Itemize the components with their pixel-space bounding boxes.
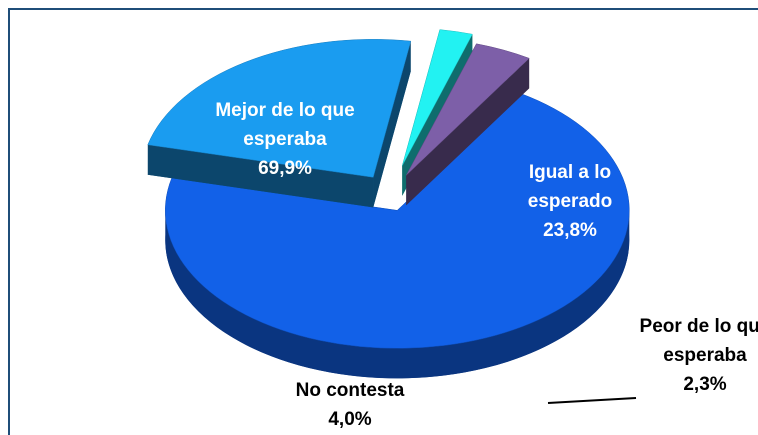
category-label: No contesta <box>295 380 405 401</box>
slice <box>406 43 530 206</box>
category-label: Igual a lo esperado <box>527 162 613 212</box>
slice-label: No contesta 4,0% <box>260 376 440 434</box>
slice <box>147 39 412 208</box>
slice-top <box>165 93 630 349</box>
frame <box>8 8 758 435</box>
value-label: 23,8% <box>543 220 597 241</box>
slice <box>165 93 630 379</box>
slice-cut-face <box>373 41 411 208</box>
slice-label: Peor de lo que esperaba 2,3% <box>630 312 758 399</box>
leader-line <box>547 397 637 404</box>
slice-cut-face <box>147 144 374 208</box>
value-label: 2,3% <box>683 374 727 395</box>
slice-top <box>402 29 473 166</box>
slice-top <box>147 39 412 178</box>
slice-cut-face <box>406 58 530 206</box>
category-label: Peor de lo que esperaba <box>639 316 758 366</box>
category-label: Mejor de lo que esperaba <box>215 100 355 150</box>
slice-wall <box>165 210 630 379</box>
slice-label: Igual a lo esperado 23,8% <box>495 158 645 245</box>
slice-label: Mejor de lo que esperaba 69,9% <box>210 96 360 183</box>
value-label: 69,9% <box>258 158 312 179</box>
value-label: 4,0% <box>328 409 372 430</box>
slice-top <box>406 43 530 176</box>
